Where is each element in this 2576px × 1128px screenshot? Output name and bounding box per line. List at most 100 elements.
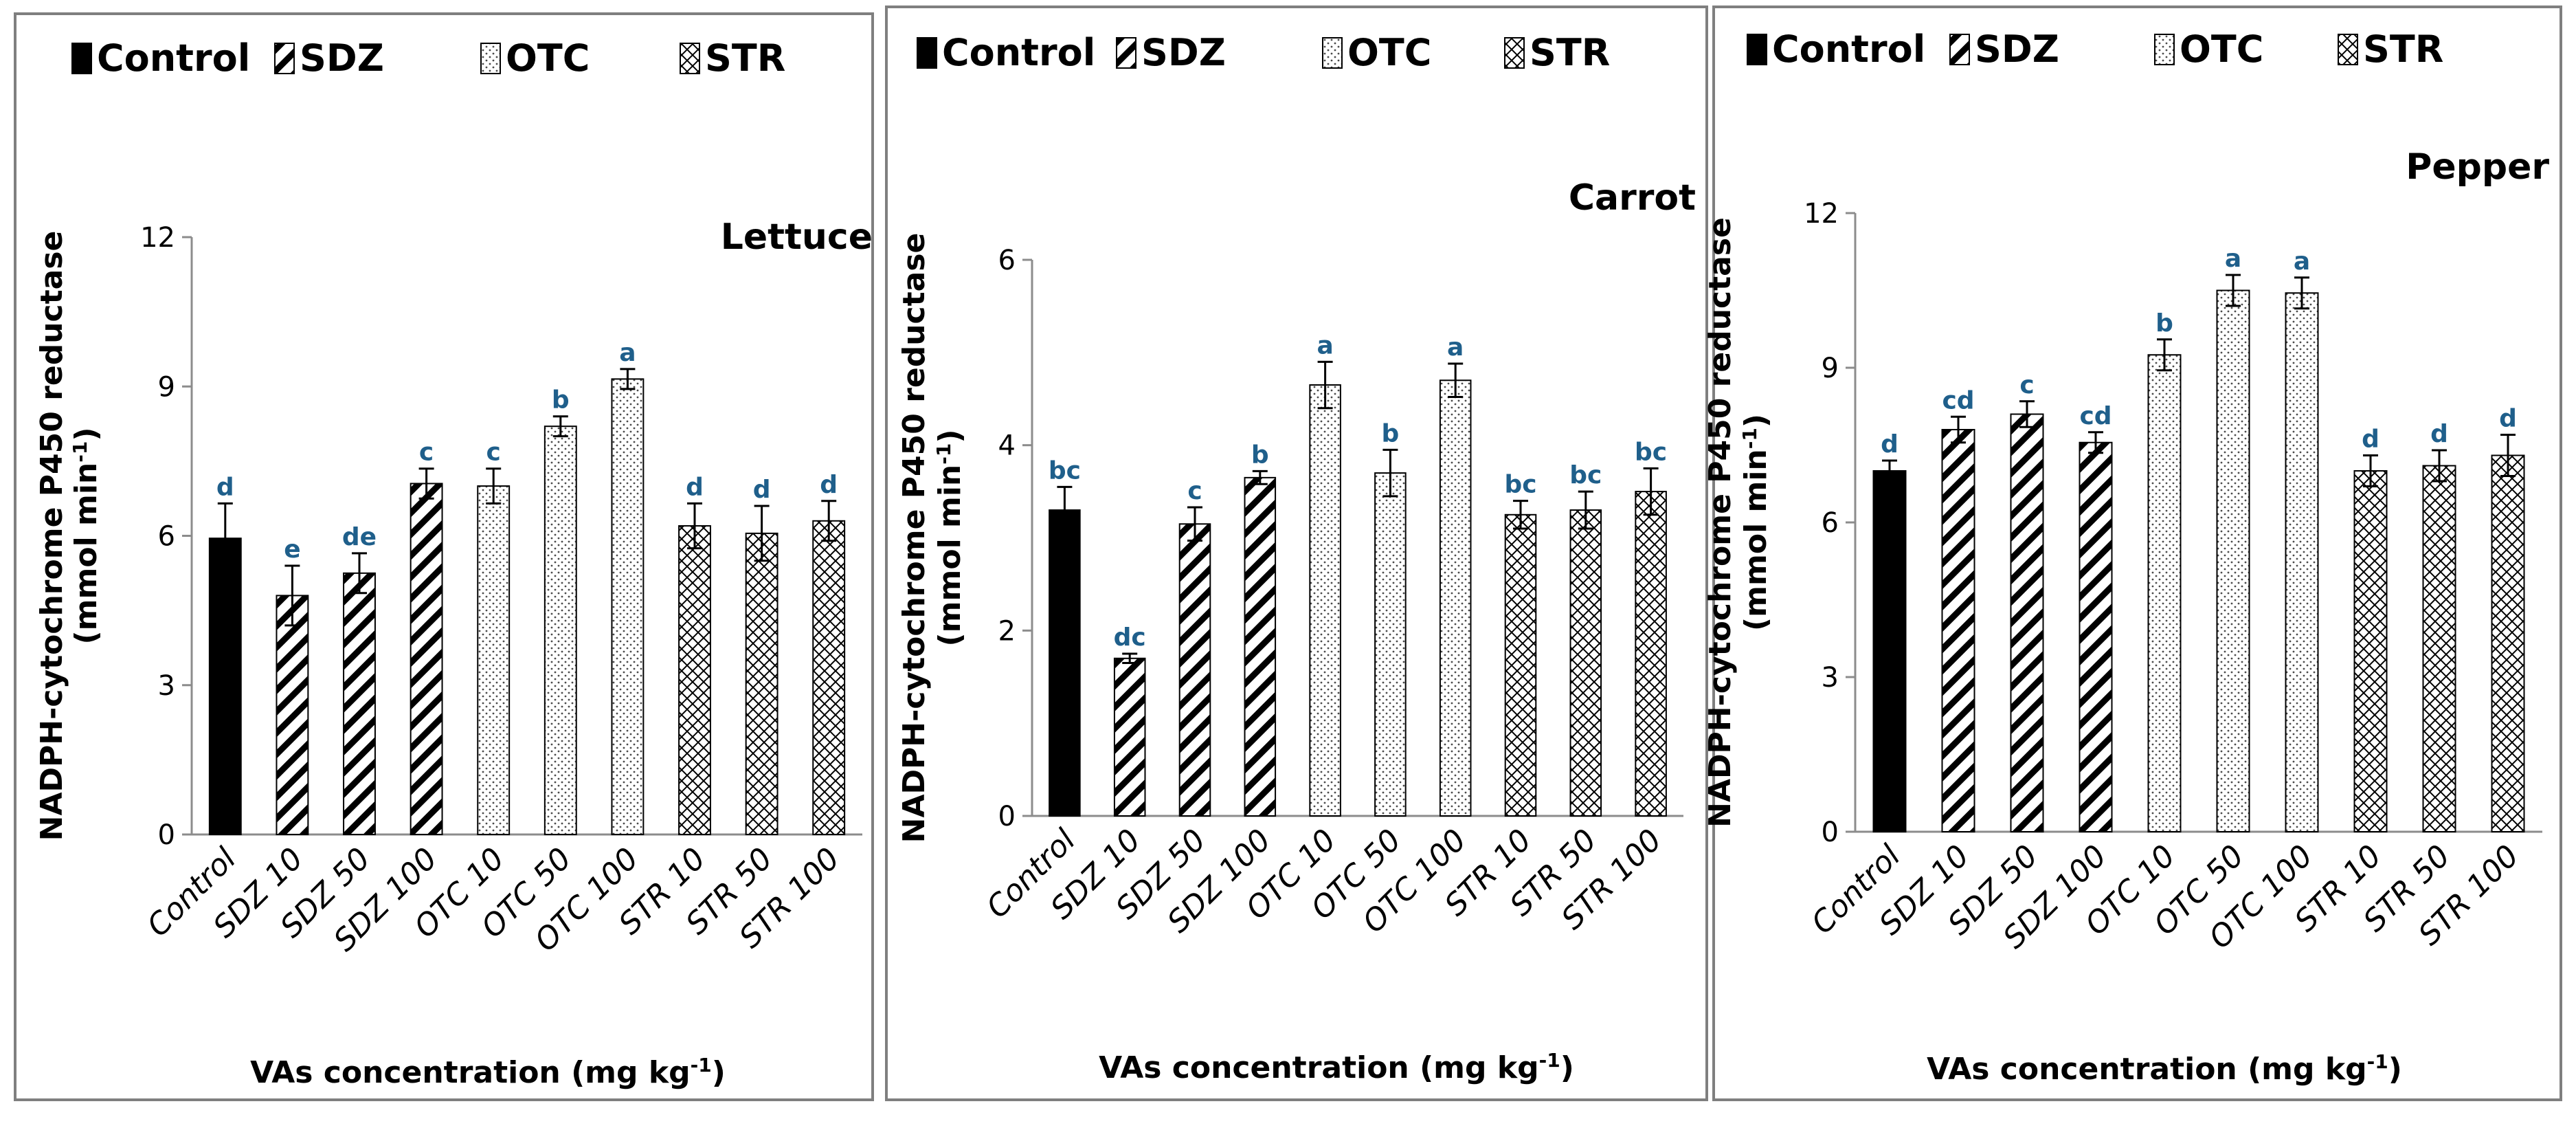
bar: [812, 520, 846, 836]
chart-title: Pepper: [2406, 146, 2549, 188]
bar: [1635, 491, 1667, 817]
legend-label: Control: [1772, 27, 1925, 71]
y-tick-label: 6: [1822, 507, 1839, 539]
bar: [2422, 465, 2456, 832]
bar: [611, 378, 645, 835]
significance-letter: d: [2362, 425, 2379, 454]
x-axis-label: VAs concentration (mg kg-1): [250, 1054, 726, 1090]
bar: [2285, 292, 2319, 832]
chart-title: Carrot: [1569, 177, 1696, 219]
significance-letter: d: [2430, 420, 2448, 448]
bar: [410, 483, 443, 836]
y-tick-label: 2: [998, 615, 1016, 647]
y-tick-label: 6: [998, 245, 1016, 276]
legend-swatch: [274, 43, 295, 74]
y-tick-label: 12: [140, 222, 175, 254]
bar: [2353, 470, 2388, 832]
legend: Control SDZ OTC STR: [1747, 27, 2443, 71]
y-axis-label: NADPH-cytochrome P450 reductase: [1703, 217, 1738, 828]
bar: [1309, 384, 1341, 817]
y-tick-label: 12: [1804, 198, 1839, 230]
significance-letter: c: [1187, 477, 1202, 505]
bar: [2010, 413, 2044, 832]
bar: [1872, 470, 1907, 832]
y-axis-unit-label: (mmol min-1): [932, 430, 967, 647]
bar: [2491, 454, 2525, 832]
significance-letter: b: [1251, 441, 1269, 469]
bar: [1374, 472, 1407, 817]
significance-letter: bc: [1569, 461, 1602, 489]
chart-title: Lettuce: [721, 217, 873, 258]
y-axis-label: NADPH-cytochrome P450 reductase: [34, 231, 69, 841]
significance-letter: de: [342, 523, 377, 551]
chart-panel-pepper: Control SDZ OTC STRPepper036912dControlcdSD…: [1703, 5, 2562, 1101]
y-axis-unit-label: (mmol min-1): [1738, 414, 1773, 631]
legend-label: Control: [97, 36, 250, 80]
x-axis-label: VAs concentration (mg kg-1): [1099, 1049, 1574, 1085]
significance-letter: a: [1447, 333, 1464, 362]
significance-letter: bc: [1049, 456, 1081, 485]
bar: [1244, 476, 1277, 817]
legend-swatch: [480, 43, 501, 74]
legend-swatch: [2154, 34, 2175, 65]
bar: [2216, 289, 2250, 832]
y-tick-label: 0: [1822, 817, 1839, 848]
significance-letter: a: [1317, 331, 1333, 360]
bar: [477, 485, 511, 835]
significance-letter: bc: [1635, 438, 1667, 466]
legend-label: OTC: [1347, 31, 1431, 74]
y-tick-label: 9: [1822, 353, 1839, 384]
bar: [2147, 354, 2182, 832]
significance-letter: bc: [1504, 471, 1536, 499]
legend-label: STR: [705, 36, 785, 80]
bar: [2079, 441, 2113, 832]
significance-letter: d: [820, 471, 838, 499]
legend-swatch: [1747, 34, 1767, 65]
significance-letter: a: [2225, 245, 2241, 273]
significance-letter: a: [619, 339, 636, 367]
significance-letter: cd: [1942, 386, 1974, 414]
significance-letter: d: [686, 473, 704, 501]
bar: [276, 595, 309, 836]
significance-letter: cd: [2079, 402, 2112, 430]
significance-letter: d: [2499, 405, 2517, 433]
bar: [343, 572, 376, 835]
legend-label: SDZ: [300, 36, 384, 80]
chart-panel-carrot: Control SDZ OTC STRCarrot0246bcControldcSDZ…: [885, 5, 1708, 1101]
y-axis-unit-label: (mmol min-1): [69, 428, 104, 645]
legend-label: SDZ: [1975, 27, 2059, 71]
significance-letter: e: [284, 535, 300, 564]
bar: [678, 525, 711, 835]
y-tick-label: 6: [158, 521, 175, 553]
significance-letter: b: [1382, 419, 1400, 447]
significance-letter: c: [419, 439, 434, 467]
legend-label: STR: [2363, 27, 2443, 71]
legend-swatch: [917, 37, 937, 69]
bar: [1049, 509, 1081, 817]
legend-label: SDZ: [1141, 31, 1226, 74]
y-axis-label: NADPH-cytochrome P450 reductase: [897, 233, 932, 843]
significance-letter: b: [552, 386, 570, 414]
significance-letter: d: [1881, 430, 1899, 458]
bar: [544, 425, 577, 835]
y-tick-label: 4: [998, 430, 1016, 462]
significance-letter: c: [2019, 371, 2034, 399]
bar: [208, 538, 242, 836]
legend-label: OTC: [2180, 27, 2263, 71]
legend-swatch: [71, 43, 92, 74]
significance-letter: d: [753, 476, 771, 504]
panel-border: [14, 12, 874, 1101]
legend-swatch: [680, 43, 700, 74]
legend-label: STR: [1530, 31, 1610, 74]
y-tick-label: 3: [1822, 662, 1839, 694]
legend-label: Control: [942, 31, 1095, 74]
bar: [1569, 509, 1602, 817]
significance-letter: a: [2294, 247, 2310, 276]
significance-letter: c: [486, 439, 501, 467]
legend-label: OTC: [506, 36, 590, 80]
bar: [1504, 513, 1537, 817]
significance-letter: dc: [1114, 623, 1146, 652]
significance-letter: d: [216, 473, 234, 501]
bar: [1941, 429, 1975, 832]
